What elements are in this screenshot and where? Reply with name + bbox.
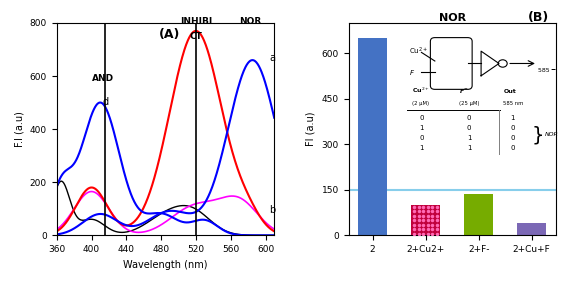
Text: INHIBI: INHIBI [180,17,212,26]
Y-axis label: F.I (a.u): F.I (a.u) [14,111,24,147]
Bar [517,223,546,235]
Y-axis label: FI (a.u): FI (a.u) [306,112,316,146]
Text: AND: AND [92,74,114,83]
Text: NOR: NOR [240,17,262,26]
Text: d: d [103,97,108,107]
Bar [358,38,387,235]
Text: CT: CT [189,32,202,41]
Bar [464,194,493,235]
Text: (A): (A) [159,28,180,41]
Text: a: a [269,53,275,63]
X-axis label: Wavelength (nm): Wavelength (nm) [123,260,208,269]
Text: (B): (B) [528,11,549,24]
Text: b: b [269,205,275,215]
Text: NOR: NOR [438,13,466,23]
Bar [411,205,440,235]
